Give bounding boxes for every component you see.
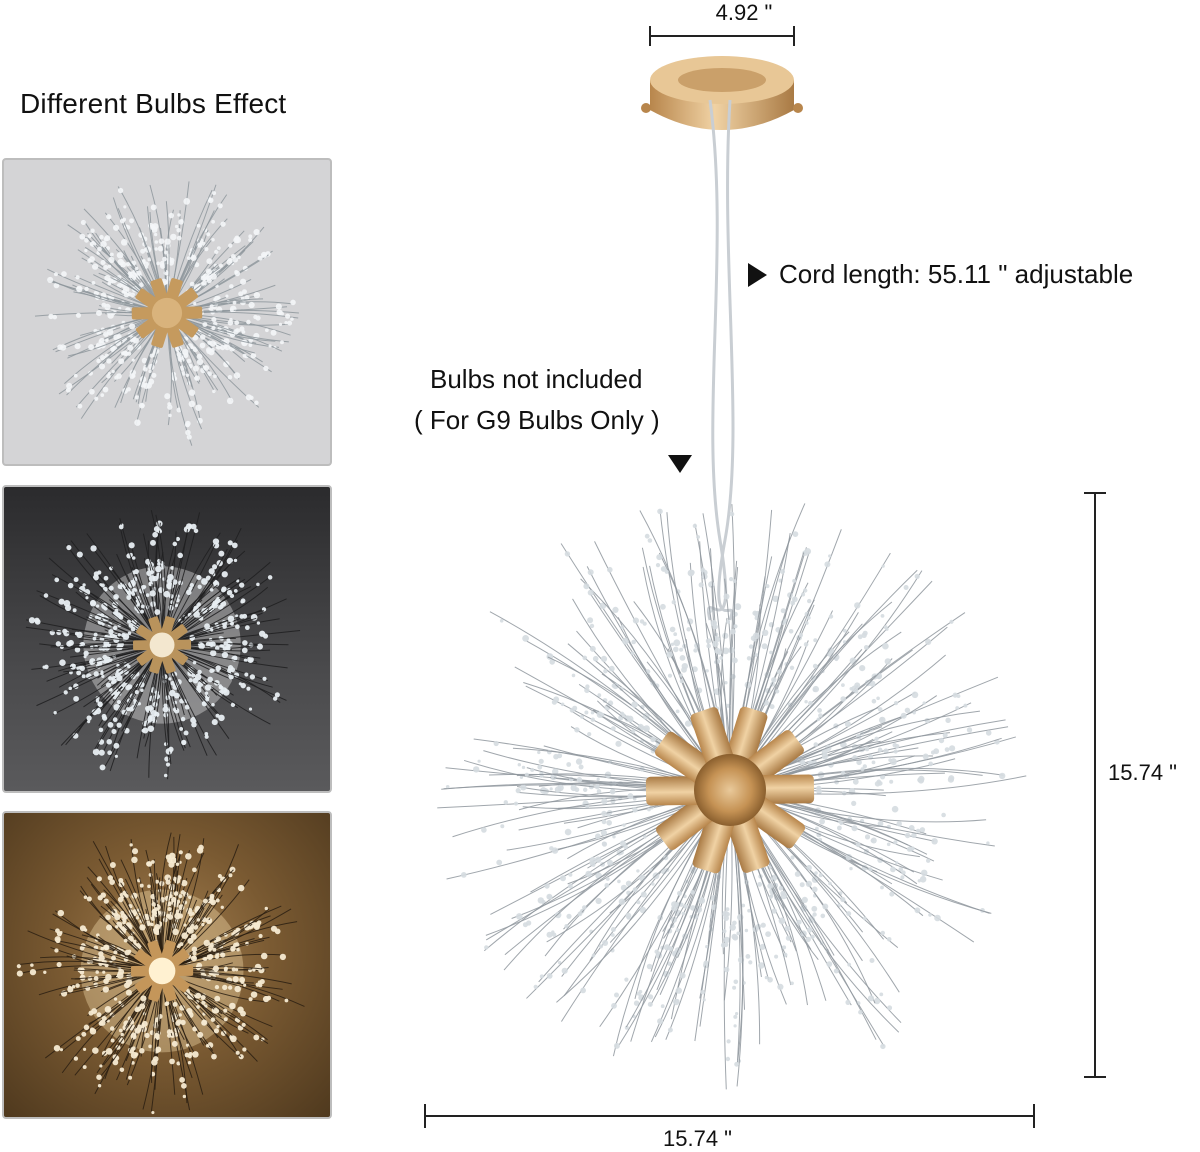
height-label: 15.74 " — [1108, 760, 1177, 785]
cord-length-label: Cord length: 55.11 " adjustable — [779, 259, 1134, 289]
width-dimension — [424, 1104, 1035, 1128]
triangle-down-icon — [668, 455, 692, 473]
panel-title: Different Bulbs Effect — [20, 88, 287, 119]
chandelier-unlit-image — [34, 181, 299, 446]
thumbnail-unlit — [2, 158, 332, 466]
chandelier-cool-white-image — [25, 509, 301, 780]
bulbs-note-line1: Bulbs not included — [430, 364, 643, 394]
ceiling-canopy — [641, 56, 803, 130]
canopy-width-label: 4.92 " — [715, 0, 773, 25]
canopy-width-dimension — [649, 26, 795, 46]
triangle-right-icon — [748, 263, 767, 287]
width-label: 15.74 " — [663, 1126, 732, 1151]
height-dimension — [1084, 492, 1106, 1078]
bulbs-note-line2: ( For G9 Bulbs Only ) — [414, 405, 660, 435]
suspension-cord — [706, 99, 735, 621]
thumbnail-warm-white — [2, 811, 332, 1119]
crystal-burst — [437, 503, 1027, 1090]
chandelier-warm-white-image — [16, 832, 305, 1115]
main-chandelier-diagram — [424, 26, 1106, 1128]
thumbnail-cool-white — [2, 485, 332, 793]
